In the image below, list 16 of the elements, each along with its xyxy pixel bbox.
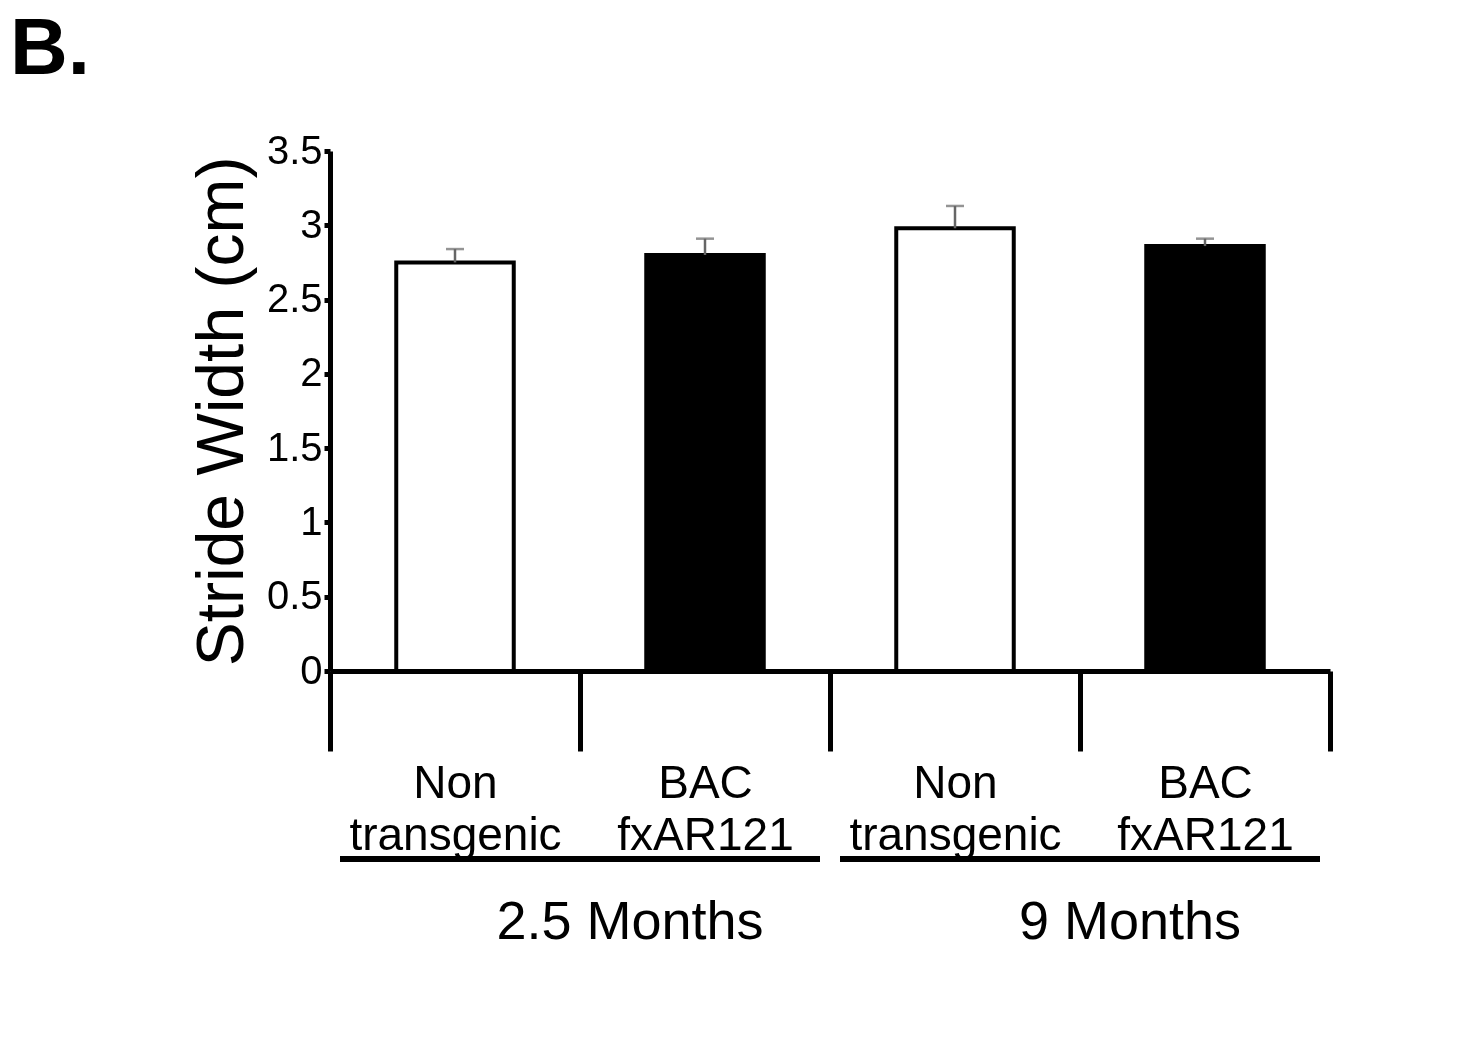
text: 2.5 Months [496,890,764,950]
x-tick-label: Non transgenic [349,755,562,860]
y-tick-label: 1.5 [266,424,323,469]
y-axis-title: Stride Width (cm) [182,156,257,667]
y-tick-label: 0.5 [266,573,323,618]
y-tick-label: 1 [300,498,323,543]
x-tick-label: BAC fxAR121 [617,755,794,860]
y-tick-label: 3.5 [266,127,323,172]
y-tick-label: 3 [300,201,323,246]
text: 9 Months [1018,890,1242,950]
x-tick-label: BAC fxAR121 [1117,755,1294,860]
y-tick-label: 2 [300,350,323,395]
x-tick-label: Non transgenic [849,755,1062,860]
y-tick-label: 0 [300,647,323,692]
chart-title: B. [10,2,90,91]
y-tick-label: 2.5 [266,276,323,321]
